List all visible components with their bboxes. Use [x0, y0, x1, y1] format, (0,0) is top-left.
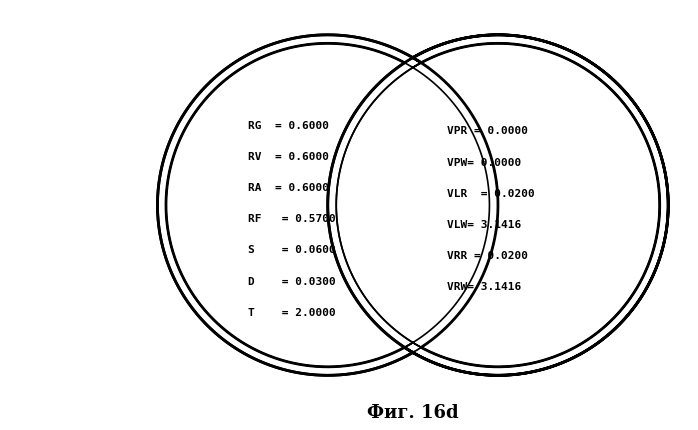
Text: VPW= 0.0000: VPW= 0.0000 [447, 157, 521, 168]
Text: RG  = 0.6000: RG = 0.6000 [248, 120, 329, 131]
Text: RF   = 0.5700: RF = 0.5700 [248, 214, 336, 224]
Text: S    = 0.0600: S = 0.0600 [248, 246, 336, 255]
Text: D    = 0.0300: D = 0.0300 [248, 276, 336, 287]
Text: Фиг. 16d: Фиг. 16d [367, 404, 459, 422]
Text: T    = 2.0000: T = 2.0000 [248, 308, 336, 318]
Text: RV  = 0.6000: RV = 0.6000 [248, 152, 329, 162]
Text: VPR = 0.0000: VPR = 0.0000 [447, 126, 528, 136]
Text: VRR = 0.0200: VRR = 0.0200 [447, 251, 528, 261]
Text: VRW= 3.1416: VRW= 3.1416 [447, 283, 521, 292]
Text: VLR  = 0.0200: VLR = 0.0200 [447, 189, 535, 199]
Text: VLW= 3.1416: VLW= 3.1416 [447, 220, 521, 230]
Text: RA  = 0.6000: RA = 0.6000 [248, 183, 329, 193]
